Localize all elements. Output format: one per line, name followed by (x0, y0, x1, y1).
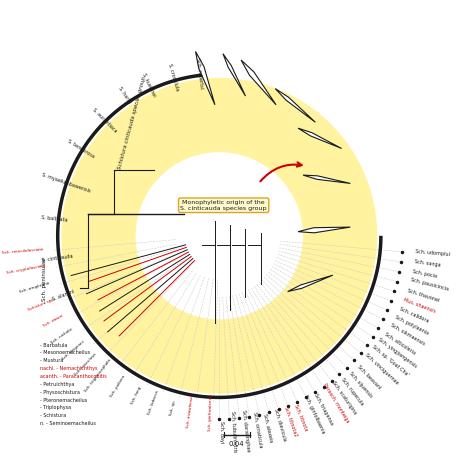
Text: Sch. peninsulae: Sch. peninsulae (42, 258, 47, 301)
Text: - Mesonoemacheilus: - Mesonoemacheilus (40, 350, 91, 356)
Circle shape (137, 153, 302, 319)
Text: Monophyletic origin of the
S. cinticauda species group: Monophyletic origin of the S. cinticauda… (181, 200, 267, 210)
Text: Sch. garhwalensis: Sch. garhwalensis (208, 394, 213, 431)
Text: Parasch. monteiga: Parasch. monteiga (322, 383, 350, 424)
Text: Sch. thavonei: Sch. thavonei (407, 288, 440, 303)
Text: Sch. sikmaensis: Sch. sikmaensis (389, 323, 425, 346)
Text: Sch. scaturigina: Sch. scaturigina (331, 380, 357, 415)
Text: Sch. aizawlensis: Sch. aizawlensis (186, 394, 195, 428)
Text: Sch. udomplui: Sch. udomplui (415, 249, 450, 257)
Text: S. kuehnei: S. kuehnei (141, 73, 157, 98)
Text: Sch. calidora: Sch. calidora (399, 307, 430, 324)
Text: Mus. shaensis: Mus. shaensis (403, 297, 437, 314)
Text: Sch. alexeia: Sch. alexeia (262, 413, 273, 442)
Text: Sch. vinciguernae: Sch. vinciguernae (364, 353, 399, 386)
Text: Sch. yingjiangensis: Sch. yingjiangensis (377, 337, 418, 369)
Text: Sch. sp.: Sch. sp. (169, 399, 177, 416)
Text: - Physoschistura: - Physoschistura (40, 390, 80, 395)
Text: Sch. maculosa: Sch. maculosa (74, 352, 98, 376)
Text: Sch. darasinghae: Sch. darasinghae (241, 410, 250, 453)
Text: S. crocolula: S. crocolula (167, 63, 180, 91)
Text: Sch. titnota2: Sch. titnota2 (283, 406, 298, 438)
Text: Sch. sijuensis: Sch. sijuensis (348, 370, 374, 398)
Polygon shape (223, 54, 246, 96)
Text: Sch. titnota: Sch. titnota (293, 404, 308, 432)
Text: S. myaekanbawensis: S. myaekanbawensis (41, 173, 91, 194)
Polygon shape (288, 275, 333, 292)
Circle shape (62, 79, 376, 393)
Text: Sch. dievicula: Sch. dievicula (273, 408, 287, 442)
Text: Sch. robertsi: Sch. robertsi (195, 58, 204, 89)
Polygon shape (275, 89, 315, 122)
Text: Sch. pausicincia: Sch. pausicincia (410, 278, 449, 292)
Text: Sch. gintolbaenia: Sch. gintolbaenia (303, 393, 326, 434)
Text: Schistura spp.: Schistura spp. (28, 297, 56, 312)
Text: Sch. cryptofasciata: Sch. cryptofasciata (6, 264, 46, 275)
Text: Sch. poilana: Sch. poilana (110, 375, 127, 398)
Text: S. aurantiaca: S. aurantiaca (91, 108, 118, 134)
Text: Sch. ornaticula: Sch. ornaticula (252, 411, 263, 448)
Text: - Petruichthya: - Petruichthya (40, 382, 74, 387)
Text: - Pteronemacheilus: - Pteronemacheilus (40, 398, 88, 402)
Text: Sch. beavani: Sch. beavani (356, 364, 382, 390)
Text: acanth. - Paracanthocobitis: acanth. - Paracanthocobitis (40, 374, 107, 379)
Text: S. balteata: S. balteata (41, 215, 68, 222)
Text: Sch. reticulofasciata: Sch. reticulofasciata (1, 247, 43, 255)
Polygon shape (298, 128, 342, 148)
Text: - Barbatula: - Barbatula (40, 343, 68, 347)
Text: nachi. - Nemachichthys: nachi. - Nemachichthys (40, 366, 98, 371)
FancyArrowPatch shape (260, 162, 301, 181)
Text: Sch. dawei: Sch. dawei (43, 314, 64, 328)
Text: - Schistura: - Schistura (40, 413, 66, 418)
Text: S. tenebrosa: S. tenebrosa (66, 139, 95, 159)
Text: Sch. rupecula: Sch. rupecula (340, 376, 364, 406)
Text: n. - Seminoemacheilus: n. - Seminoemacheilus (40, 421, 96, 426)
Text: Sch. nicholsi: Sch. nicholsi (51, 328, 74, 345)
Polygon shape (303, 175, 350, 183)
Text: Sch. dayi: Sch. dayi (219, 421, 224, 444)
Text: Sch. amplizona: Sch. amplizona (19, 281, 50, 293)
Text: Schistura cinticauda species group: Schistura cinticauda species group (117, 76, 147, 170)
Polygon shape (195, 52, 215, 105)
Text: S. cinticauda: S. cinticauda (42, 254, 73, 263)
Text: - Mustura: - Mustura (40, 358, 64, 363)
Text: Sch. alticoleria: Sch. alticoleria (383, 332, 417, 356)
Text: Sch. ladacus: Sch. ladacus (147, 390, 159, 415)
Text: Sch. tubulirostris: Sch. tubulirostris (230, 411, 237, 453)
Polygon shape (241, 60, 276, 105)
Text: Sch. sanga: Sch. sanga (414, 259, 441, 268)
Text: Sch. trigonocephala: Sch. trigonocephala (83, 359, 111, 393)
Text: 0.04: 0.04 (229, 441, 245, 447)
Text: Sch. polylaenia: Sch. polylaenia (394, 314, 430, 336)
Text: Sch. sp. 'Goat Cha': Sch. sp. 'Goat Cha' (371, 345, 409, 378)
Text: Sch. fang: Sch. fang (131, 386, 143, 405)
Polygon shape (298, 227, 350, 233)
Text: Sch. pocia: Sch. pocia (412, 269, 438, 279)
Text: Sch. triapensa: Sch. triapensa (312, 392, 334, 426)
Text: S. hartii: S. hartii (117, 86, 132, 105)
Text: Sch. deignani: Sch. deignani (61, 340, 85, 361)
Text: S. alarani: S. alarani (51, 289, 74, 302)
Text: - Triplophysa: - Triplophysa (40, 405, 72, 410)
